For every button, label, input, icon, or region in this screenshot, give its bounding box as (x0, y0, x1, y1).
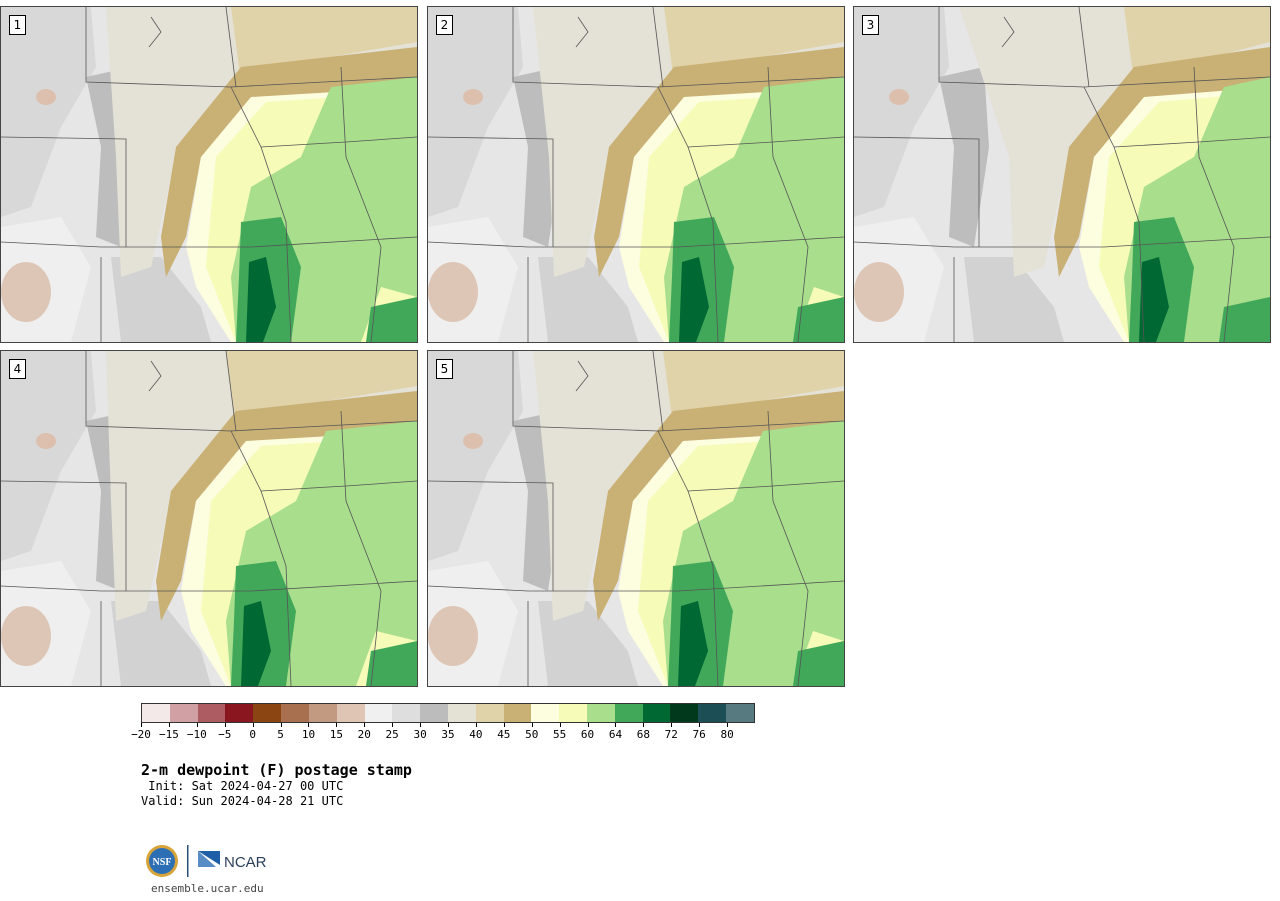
colorbar-ticks: −20 −15 −10 −5 0 5 10 15 20 25 30 35 40 45 50 55 60 64 68 7… (131, 723, 755, 743)
map-panel-5: 5 (427, 350, 845, 687)
colorbar-tick (587, 723, 589, 727)
colorbar-tick-label: 64 (608, 728, 623, 741)
colorbar-tick (252, 723, 254, 727)
colorbar-swatch (503, 704, 532, 722)
dewpoint-map (428, 7, 844, 342)
colorbar-tick (643, 723, 645, 727)
colorbar-swatch (447, 704, 476, 722)
dewpoint-map (428, 351, 844, 686)
map-panel-1: 1 (0, 6, 418, 343)
colorbar-tick-label: 0 (249, 728, 256, 741)
colorbar-swatch (531, 704, 560, 722)
colorbar-swatch (336, 704, 365, 722)
colorbar-swatch (142, 704, 170, 722)
colorbar-swatch (420, 704, 448, 722)
colorbar-swatch (475, 704, 504, 722)
colorbar-tick-label: −15 (158, 728, 179, 741)
colorbar-swatch (253, 704, 282, 722)
map-panel-2: 2 (427, 6, 845, 343)
colorbar-swatch (392, 704, 421, 722)
colorbar-tick-label: 5 (277, 728, 284, 741)
panel-number-label: 5 (436, 359, 453, 379)
colorbar-tick-label: 35 (441, 728, 455, 741)
colorbar-tick-label: 60 (580, 728, 595, 741)
colorbar-tick (671, 723, 673, 727)
dewpoint-map (1, 351, 417, 686)
colorbar-tick (559, 723, 561, 727)
colorbar-tick (141, 723, 142, 727)
colorbar-tick (503, 723, 505, 727)
colorbar-tick-label: 76 (692, 728, 706, 741)
colorbar-tick-label: 80 (720, 728, 734, 741)
colorbar-tick (308, 723, 310, 727)
ncar-logo-text: NCAR (224, 854, 267, 871)
colorbar-swatch (726, 704, 754, 722)
valid-time: Valid: Sun 2024-04-28 21 UTC (141, 794, 344, 808)
panel-number-label: 1 (9, 15, 26, 35)
colorbar-tick (531, 723, 533, 727)
plot-title: 2-m dewpoint (F) postage stamp (141, 761, 412, 779)
colorbar-tick-label: 40 (469, 728, 483, 741)
colorbar-tick-label: 15 (329, 728, 343, 741)
colorbar-tick-label: −20 (131, 728, 151, 741)
colorbar-swatch (364, 704, 393, 722)
site-url: ensemble.ucar.edu (151, 882, 264, 895)
colorbar-tick-label: −10 (186, 728, 207, 741)
panel-number-label: 3 (862, 15, 879, 35)
colorbar-tick (727, 723, 729, 727)
colorbar-swatch (169, 704, 198, 722)
colorbar-tick (392, 723, 394, 727)
colorbar-swatch (281, 704, 309, 722)
nsf-logo-text: NSF (153, 857, 172, 868)
colorbar-tick-label: 10 (301, 728, 316, 741)
colorbar-tick (364, 723, 366, 727)
colorbar (141, 703, 755, 723)
colorbar-tick (224, 723, 226, 727)
colorbar-tick (699, 723, 701, 727)
map-panel-4: 4 (0, 350, 418, 687)
colorbar-tick-label: 68 (636, 728, 650, 741)
panel-number-label: 2 (436, 15, 453, 35)
colorbar-swatch (308, 704, 337, 722)
colorbar-swatch (559, 704, 587, 722)
colorbar-tick (448, 723, 449, 727)
colorbar-tick-label: 45 (497, 728, 511, 741)
colorbar-swatch (225, 704, 254, 722)
colorbar-swatch (698, 704, 727, 722)
init-time: Init: Sat 2024-04-27 00 UTC (141, 779, 344, 793)
colorbar-tick (168, 723, 170, 727)
colorbar-tick (475, 723, 477, 727)
colorbar-tick-label: 72 (664, 728, 678, 741)
colorbar-tick (196, 723, 198, 727)
colorbar-tick-label: 25 (385, 728, 399, 741)
colorbar-tick-label: 55 (553, 728, 567, 741)
colorbar-tick (336, 723, 338, 727)
colorbar-tick (280, 723, 282, 727)
colorbar-swatch (587, 704, 615, 722)
colorbar-tick-label: 30 (413, 728, 427, 741)
dewpoint-map (854, 7, 1270, 342)
colorbar-swatch (670, 704, 699, 722)
panel-number-label: 4 (9, 359, 26, 379)
dewpoint-map (1, 7, 417, 342)
colorbar-tick-label: 20 (357, 728, 371, 741)
colorbar-swatch (197, 704, 226, 722)
colorbar-swatch (642, 704, 671, 722)
nsf-ncar-logo: NSF NCAR (146, 845, 267, 877)
colorbar-tick-label: −5 (218, 728, 232, 741)
colorbar-tick (615, 723, 617, 727)
colorbar-tick (420, 723, 422, 727)
map-panel-3: 3 (853, 6, 1271, 343)
colorbar-tick-label: 50 (525, 728, 539, 741)
colorbar-swatch (614, 704, 643, 722)
